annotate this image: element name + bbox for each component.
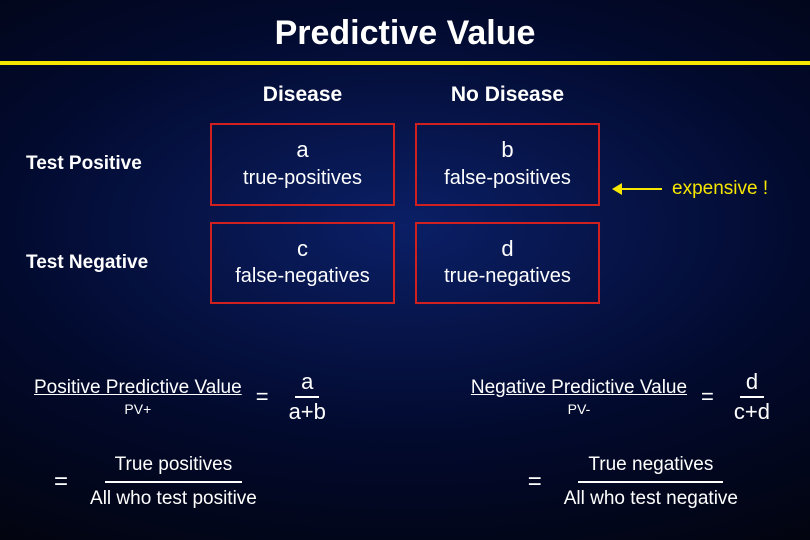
equals-sign: = [256,384,269,410]
cell-desc: true-negatives [421,263,594,290]
npv-fraction: d c+d [728,370,776,424]
column-headers: Disease No Disease [0,83,810,107]
cell-d: d true-negatives [415,222,600,305]
fraction-numerator: True positives [105,452,243,483]
equals-sign: = [701,384,714,410]
cell-b: b false-positives [415,123,600,206]
fraction-numerator: d [740,370,764,398]
cell-letter: a [216,135,389,165]
formula-row-2: = True positives All who test positive =… [0,452,810,511]
slide-title: Predictive Value [0,0,810,61]
cell-letter: c [216,234,389,264]
ppv-short: PV+ [124,401,151,417]
title-underline [0,61,810,65]
npv-short: PV- [568,401,591,417]
table-row: Test Negative c false-negatives d true-n… [0,222,810,305]
arrow-left-icon [620,188,662,190]
cell-letter: b [421,135,594,165]
cell-c: c false-negatives [210,222,395,305]
cell-desc: false-positives [421,165,594,192]
ppv-label: Positive Predictive Value [34,377,242,399]
cell-desc: false-negatives [216,263,389,290]
cell-letter: d [421,234,594,264]
fraction-denominator: All who test positive [80,483,267,512]
ppv-fraction-words: True positives All who test positive [80,452,267,511]
slide-content: Predictive Value Disease No Disease Test… [0,0,810,540]
row-label-negative: Test Negative [0,252,210,274]
equals-sign: = [54,468,68,496]
fraction-numerator: a [295,370,319,398]
npv-label: Negative Predictive Value [471,377,687,399]
annotation-text: expensive ! [672,178,768,200]
fraction-denominator: c+d [728,398,776,424]
npv-fraction-words: True negatives All who test negative [554,452,748,511]
col-header-disease: Disease [210,83,395,107]
formula-row-1: Positive Predictive Value PV+ = a a+b Ne… [0,370,810,424]
fraction-denominator: a+b [283,398,332,424]
row-label-positive: Test Positive [0,153,210,175]
fraction-denominator: All who test negative [554,483,748,512]
equals-sign: = [528,468,542,496]
col-header-no-disease: No Disease [415,83,600,107]
expensive-annotation: expensive ! [620,178,768,200]
npv-formula: Negative Predictive Value PV- = d c+d [471,370,776,424]
cell-desc: true-positives [216,165,389,192]
fraction-numerator: True negatives [578,452,723,483]
cell-a: a true-positives [210,123,395,206]
ppv-formula-words: = True positives All who test positive [54,452,267,511]
ppv-formula: Positive Predictive Value PV+ = a a+b [34,370,332,424]
npv-formula-words: = True negatives All who test negative [528,452,748,511]
ppv-fraction: a a+b [283,370,332,424]
